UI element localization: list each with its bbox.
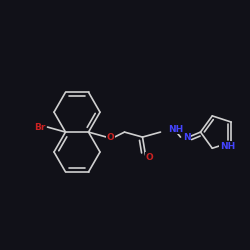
Text: N: N — [183, 132, 190, 141]
Text: NH: NH — [220, 142, 236, 151]
Text: O: O — [106, 132, 114, 141]
Text: NH: NH — [168, 124, 184, 134]
Text: Br: Br — [34, 122, 45, 132]
Text: O: O — [146, 152, 154, 162]
